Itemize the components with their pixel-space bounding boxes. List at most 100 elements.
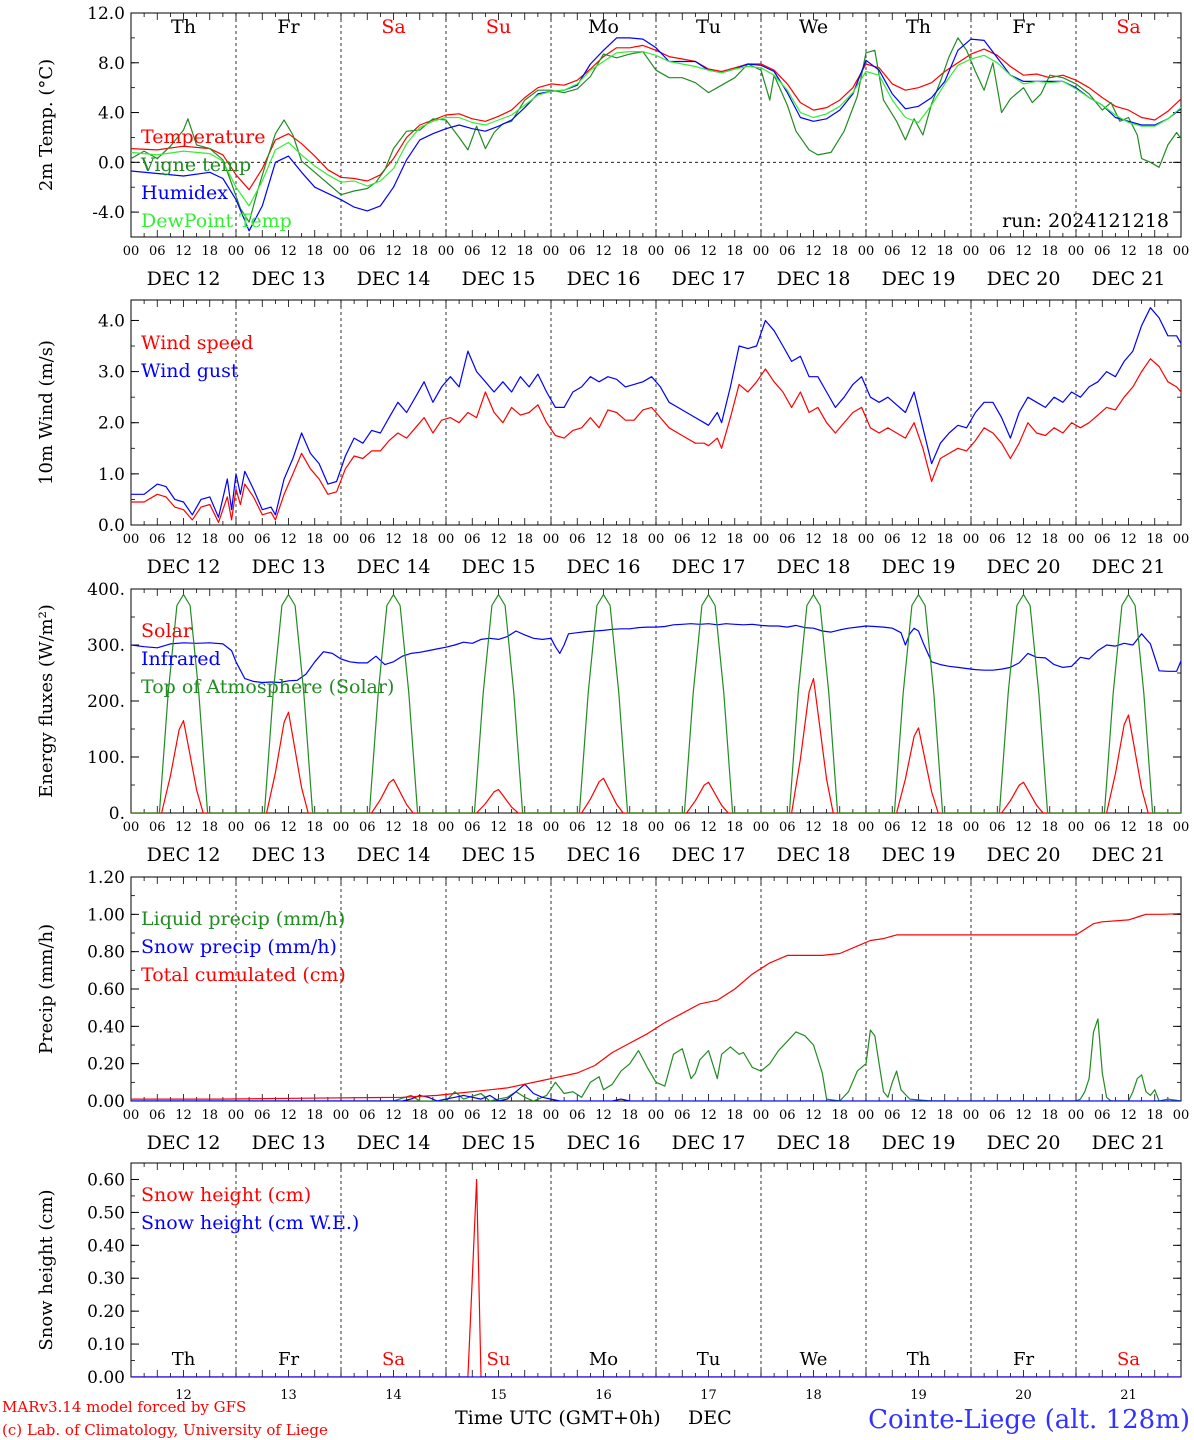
y-tick-label: 0.20: [87, 1055, 125, 1075]
y-tick-label: 1.0: [98, 465, 125, 485]
series-line-solar: [131, 678, 1181, 813]
x-date-label: 20: [1015, 1388, 1032, 1403]
x-hour-label: 12: [805, 1108, 822, 1123]
x-hour-label: 00: [333, 820, 350, 835]
day-of-week-label: Su: [486, 16, 511, 38]
x-hour-label: 00: [543, 820, 560, 835]
day-of-week-label: Su: [487, 1349, 511, 1370]
x-day-label: DEC 21: [1092, 268, 1166, 290]
x-hour-label: 18: [726, 244, 743, 259]
x-hour-label: 18: [831, 1108, 848, 1123]
day-of-week-label: Fr: [278, 1349, 299, 1370]
x-hour-label: 06: [989, 1108, 1006, 1123]
x-hour-label: 12: [1120, 532, 1137, 547]
x-hour-label: 12: [1015, 244, 1032, 259]
x-hour-label: 12: [1015, 532, 1032, 547]
x-date-label: 15: [490, 1388, 507, 1403]
x-hour-label: 18: [936, 820, 953, 835]
x-hour-label: 06: [149, 532, 166, 547]
x-hour-label: 00: [963, 532, 980, 547]
chart-precip: 0.00 0.20 0.40 0.60 0.80 1.00 1.20 Precip (mm/h…: [36, 868, 1190, 1154]
x-day-label: DEC 15: [462, 844, 536, 866]
x-hour-label: 18: [936, 532, 953, 547]
series-layer: [131, 594, 1181, 813]
x-day-label: DEC 19: [882, 268, 956, 290]
legend-entry: DewPoint Temp: [141, 210, 292, 232]
y-tick-label: 0.40: [87, 1236, 125, 1256]
x-hour-label: 06: [884, 244, 901, 259]
x-hour-label: 18: [621, 244, 638, 259]
x-hour-label: 18: [306, 532, 323, 547]
x-hour-label: 06: [779, 1108, 796, 1123]
series-line-snow-height-cm-: [131, 1178, 1181, 1377]
x-hour-label: 06: [359, 244, 376, 259]
plot-frame: [130, 588, 1182, 814]
x-hour-label: 06: [254, 244, 271, 259]
x-hour-label: 12: [910, 244, 927, 259]
day-of-week-label: Th: [171, 16, 196, 38]
x-day-label: DEC 14: [357, 1132, 431, 1154]
x-hour-label: 18: [726, 820, 743, 835]
x-hour-label: 00: [858, 244, 875, 259]
x-day-label: DEC 15: [462, 1132, 536, 1154]
x-day-label: DEC 19: [882, 1132, 956, 1154]
x-day-label: DEC 13: [252, 844, 326, 866]
y-tick-label: 0.50: [87, 1203, 125, 1223]
x-hour-label: 06: [779, 820, 796, 835]
x-hour-label: 00: [1173, 1108, 1190, 1123]
x-day-label: DEC 18: [777, 556, 851, 578]
chart-energy: 0. 100. 200. 300. 400. Energy fluxes (W/m²) 00…: [36, 580, 1189, 866]
y-tick-label: 0.60: [87, 980, 125, 1000]
y-tick-label: 1.00: [87, 905, 125, 925]
x-hour-label: 06: [779, 244, 796, 259]
x-hour-label: 12: [805, 244, 822, 259]
day-of-week-label: Tu: [697, 1349, 721, 1370]
y-tick-label: 4.0: [98, 104, 125, 124]
x-date-label: 17: [700, 1388, 717, 1403]
x-hour-label: 06: [1094, 532, 1111, 547]
y-tick-label: -4.0: [92, 203, 125, 223]
x-hour-label: 12: [700, 532, 717, 547]
x-hour-label: 06: [674, 532, 691, 547]
y-tick-label: 300.: [87, 636, 125, 656]
x-hour-label: 18: [1041, 532, 1058, 547]
x-day-label: DEC 15: [462, 268, 536, 290]
x-hour-label: 18: [201, 820, 218, 835]
x-hour-label: 00: [753, 1108, 770, 1123]
x-hour-label: 00: [333, 244, 350, 259]
x-hour-label: 12: [1120, 1108, 1137, 1123]
x-day-label: DEC 13: [252, 268, 326, 290]
x-day-label: DEC 14: [357, 268, 431, 290]
y-tick-label: 0.80: [87, 943, 125, 963]
y-tick-label: 200.: [87, 692, 125, 712]
x-hour-label: 00: [333, 1108, 350, 1123]
legend-entry: Snow height (cm W.E.): [141, 1212, 359, 1234]
x-hour-label: 18: [1041, 244, 1058, 259]
x-day-label: DEC 16: [567, 1132, 641, 1154]
x-hour-label: 12: [910, 532, 927, 547]
day-of-week-label: Th: [906, 16, 931, 38]
x-hour-label: 00: [228, 820, 245, 835]
plot-frame: [130, 12, 1182, 238]
day-of-week-label: Sa: [381, 16, 405, 38]
x-hour-label: 06: [674, 820, 691, 835]
x-hour-label: 12: [1120, 244, 1137, 259]
x-day-label: DEC 18: [777, 1132, 851, 1154]
x-hour-label: 00: [1068, 244, 1085, 259]
x-hour-label: 00: [648, 820, 665, 835]
x-axis-label: Time UTC (GMT+0h): [455, 1407, 661, 1429]
x-hour-label: 06: [674, 244, 691, 259]
x-hour-label: 06: [569, 532, 586, 547]
x-axis-month: DEC: [688, 1407, 732, 1429]
x-hour-label: 06: [569, 244, 586, 259]
x-hour-label: 12: [175, 244, 192, 259]
x-hour-label: 18: [831, 244, 848, 259]
day-of-week-label: Sa: [1117, 1349, 1140, 1370]
x-hour-label: 18: [831, 532, 848, 547]
x-hour-label: 00: [543, 244, 560, 259]
copyright-credit: (c) Lab. of Climatology, University of L…: [2, 1421, 328, 1439]
day-of-week-label: We: [799, 16, 828, 38]
station-name: Cointe-Liege (alt. 128m): [868, 1405, 1190, 1435]
x-hour-label: 18: [726, 1108, 743, 1123]
x-day-label: DEC 16: [567, 268, 641, 290]
